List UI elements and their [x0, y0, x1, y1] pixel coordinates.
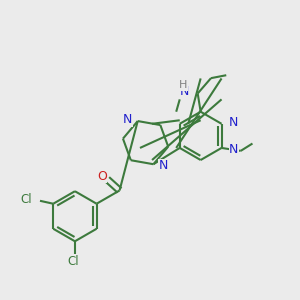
- Text: N: N: [123, 113, 132, 126]
- Text: N: N: [180, 85, 190, 98]
- Text: N: N: [229, 116, 239, 129]
- Text: Cl: Cl: [20, 193, 32, 206]
- Text: N: N: [229, 142, 239, 156]
- Text: Cl: Cl: [68, 254, 79, 268]
- Text: O: O: [97, 170, 107, 183]
- Text: H: H: [179, 80, 187, 90]
- Text: N: N: [159, 159, 168, 172]
